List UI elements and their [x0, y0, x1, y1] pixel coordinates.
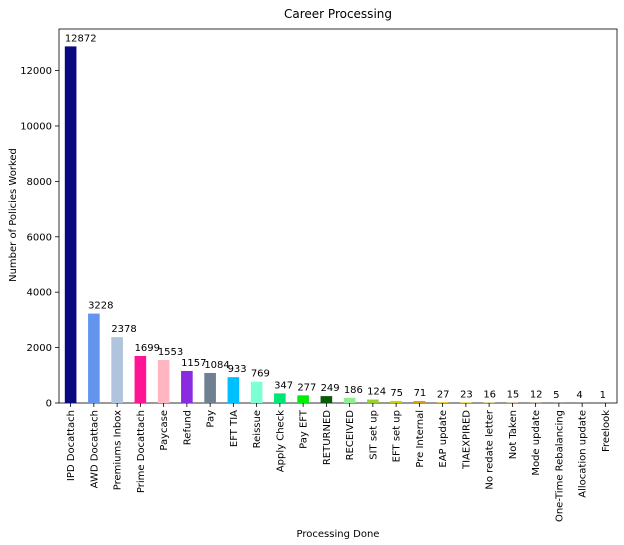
data-label: 1699 [135, 343, 160, 354]
data-label: 15 [507, 390, 520, 401]
bar [134, 355, 147, 403]
data-label: 186 [344, 385, 363, 396]
bar [111, 337, 123, 403]
data-label: 1157 [181, 358, 206, 369]
x-tick-label: Pay EFT [299, 409, 310, 449]
x-tick-label: One-Time Rebalancing [554, 410, 565, 522]
bar [297, 395, 309, 403]
x-tick-label: IPD Docattach [66, 410, 77, 481]
y-tick-label: 6000 [27, 232, 52, 243]
data-label: 124 [367, 387, 386, 398]
bar [390, 400, 402, 403]
x-tick-label: Paycase [159, 410, 170, 451]
data-label: 933 [228, 364, 247, 375]
x-tick-label: Prime Docattach [136, 410, 147, 493]
x-tick-label: RECEIVED [345, 410, 356, 461]
x-tick-label: Not Taken [508, 410, 519, 459]
x-tick-label: No redate letter [485, 409, 496, 489]
x-tick-label: EFT TIA [229, 410, 240, 447]
y-tick-label: 2000 [27, 343, 52, 354]
bar [367, 399, 379, 403]
bar [460, 402, 472, 403]
x-tick-label: SIT set up [368, 410, 379, 460]
data-label: 769 [251, 369, 270, 380]
x-tick-label: Allocation update [578, 410, 589, 498]
bar [436, 402, 449, 403]
x-tick-label: Pay [206, 410, 217, 428]
y-tick-label: 0 [46, 399, 52, 410]
chart-title: Career Processing [284, 7, 392, 21]
bar [157, 359, 170, 403]
bar [204, 372, 216, 403]
data-label: 71 [414, 388, 427, 399]
x-tick-label: EAP update [438, 410, 449, 468]
data-label: 75 [390, 388, 403, 399]
plot-area: 0 2000 4000 6000 8000 10000 12000 12872 IPD Doca… [20, 28, 618, 522]
data-label: 12872 [65, 33, 97, 44]
data-label: 2378 [111, 324, 136, 335]
x-tick-label: Apply Check [275, 410, 286, 472]
x-tick-label: Reissue [252, 410, 263, 448]
data-label: 1553 [158, 347, 183, 358]
bar [181, 370, 193, 403]
data-label: 277 [297, 382, 316, 393]
y-axis-label: Number of Policies Worked [8, 148, 19, 282]
bar [88, 313, 100, 403]
data-label: 3228 [88, 301, 113, 312]
bar [64, 46, 77, 404]
x-tick-label: Premiums Inbox [113, 410, 124, 490]
data-label: 249 [321, 383, 340, 394]
y-tick-label: 8000 [27, 177, 52, 188]
bar [343, 397, 356, 403]
data-label: 4 [576, 390, 582, 401]
x-tick-label: Refund [182, 410, 193, 445]
data-label: 16 [483, 390, 496, 401]
y-tick-label: 12000 [20, 66, 52, 77]
y-tick-label: 10000 [20, 121, 52, 132]
y-tick-label: 4000 [27, 288, 52, 299]
data-label: 5 [553, 390, 559, 401]
bar [413, 401, 426, 403]
data-label: 27 [437, 389, 450, 400]
data-label: 1084 [204, 360, 229, 371]
x-tick-label: Freelook [601, 410, 612, 452]
x-tick-label: Mode update [531, 410, 542, 476]
bar [250, 381, 263, 403]
x-tick-label: RETURNED [322, 410, 333, 465]
x-tick-label: TIAEXPIRED [461, 410, 472, 470]
x-axis-label: Processing Done [297, 529, 380, 540]
data-label: 23 [460, 389, 473, 400]
data-label: 12 [530, 390, 543, 401]
x-tick-label: AWD Docattach [89, 410, 100, 488]
bar [320, 396, 333, 403]
bar [274, 393, 286, 403]
bar [227, 377, 240, 403]
plot-frame [58, 28, 618, 404]
x-tick-label: EFT set up [392, 410, 403, 462]
data-label: 347 [274, 380, 293, 391]
data-label: 1 [600, 390, 606, 401]
x-tick-label: Pre Internal [415, 410, 426, 468]
